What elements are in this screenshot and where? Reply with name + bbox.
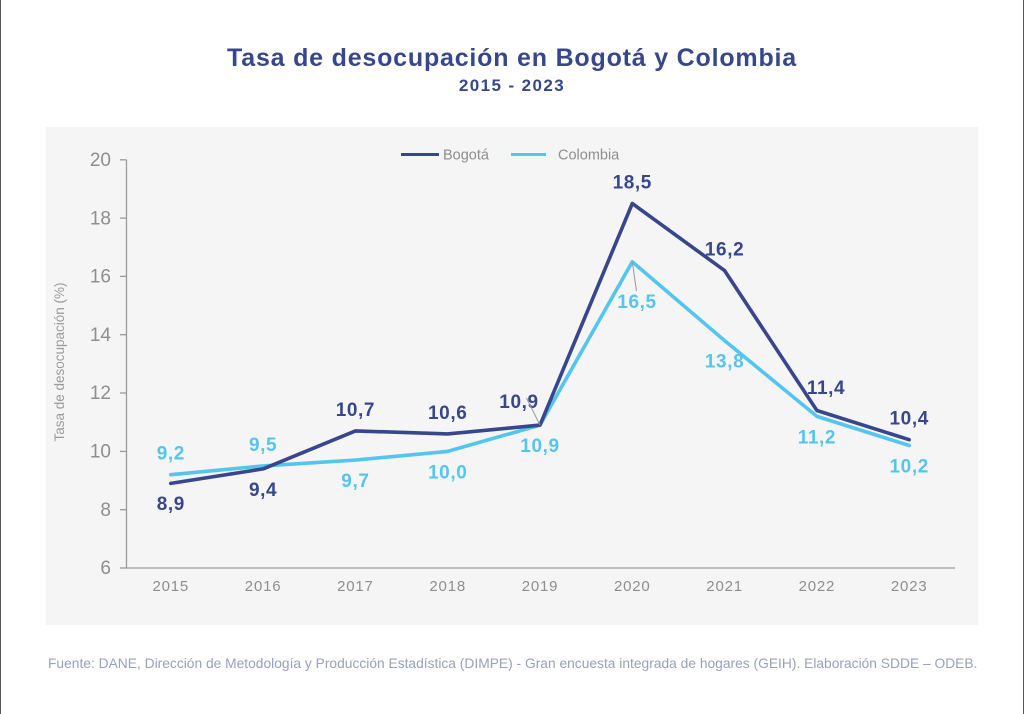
svg-text:16: 16 bbox=[90, 267, 111, 288]
svg-text:18,5: 18,5 bbox=[613, 173, 652, 194]
svg-text:2018: 2018 bbox=[429, 578, 466, 595]
svg-text:9,7: 9,7 bbox=[341, 471, 369, 492]
svg-text:9,2: 9,2 bbox=[157, 444, 185, 465]
svg-text:10,4: 10,4 bbox=[890, 409, 929, 430]
svg-text:8: 8 bbox=[100, 500, 111, 521]
svg-text:18: 18 bbox=[90, 208, 111, 229]
svg-text:2017: 2017 bbox=[337, 578, 374, 595]
svg-text:20: 20 bbox=[90, 150, 111, 171]
svg-text:9,5: 9,5 bbox=[249, 435, 277, 456]
svg-text:2015: 2015 bbox=[153, 578, 190, 595]
svg-text:6: 6 bbox=[100, 558, 111, 579]
svg-text:2020: 2020 bbox=[614, 578, 651, 595]
svg-text:10,0: 10,0 bbox=[428, 462, 467, 483]
svg-text:2019: 2019 bbox=[522, 578, 559, 595]
svg-text:8,9: 8,9 bbox=[157, 494, 185, 515]
svg-text:9,4: 9,4 bbox=[249, 480, 277, 501]
svg-text:Tasa de desocupación (%): Tasa de desocupación (%) bbox=[52, 282, 67, 441]
svg-text:2016: 2016 bbox=[245, 578, 282, 595]
svg-text:2022: 2022 bbox=[799, 578, 836, 595]
svg-text:10,9: 10,9 bbox=[520, 436, 559, 457]
svg-text:16,5: 16,5 bbox=[617, 292, 656, 313]
svg-text:10,7: 10,7 bbox=[336, 400, 375, 421]
svg-text:14: 14 bbox=[90, 325, 112, 346]
svg-text:10: 10 bbox=[90, 442, 111, 463]
svg-text:10,2: 10,2 bbox=[890, 457, 929, 478]
svg-text:11,4: 11,4 bbox=[807, 378, 845, 399]
svg-text:13,8: 13,8 bbox=[705, 352, 744, 373]
svg-text:Colombia: Colombia bbox=[558, 148, 620, 164]
svg-text:10,6: 10,6 bbox=[428, 403, 467, 424]
svg-text:Bogotá: Bogotá bbox=[443, 148, 490, 164]
svg-text:16,2: 16,2 bbox=[705, 240, 744, 261]
svg-text:2023: 2023 bbox=[891, 578, 928, 595]
svg-text:11,2: 11,2 bbox=[798, 427, 836, 448]
svg-text:12: 12 bbox=[90, 383, 111, 404]
svg-text:2021: 2021 bbox=[706, 578, 743, 595]
